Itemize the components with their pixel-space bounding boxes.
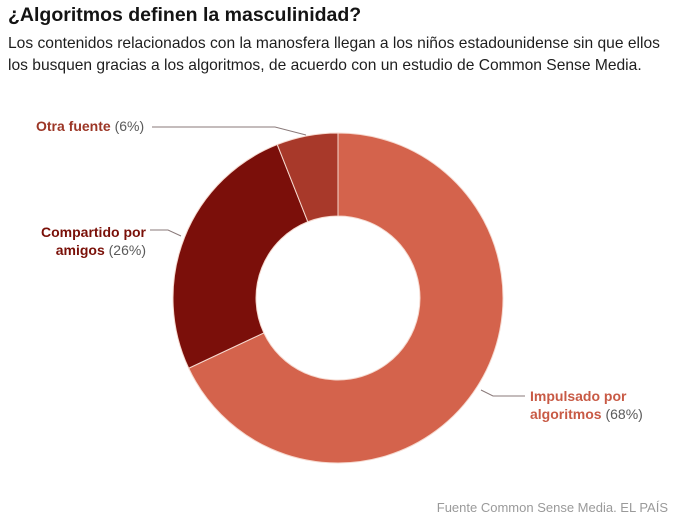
leader-line-compartido xyxy=(150,229,182,237)
label-otra-fuente: Otra fuente (6%) xyxy=(36,117,144,135)
label-impulsado-line2: algoritmos xyxy=(530,406,602,422)
label-compartido-value: (26%) xyxy=(108,242,146,258)
slice-otra-fuente xyxy=(276,132,339,223)
label-otra-fuente-name: Otra fuente xyxy=(36,118,111,134)
slice-impulsado-por-algoritmos xyxy=(188,132,504,464)
chart-subtitle: Los contenidos relacionados con la manos… xyxy=(8,35,660,74)
slice-compartido-por-amigos xyxy=(172,143,309,369)
chart-title: ¿Algoritmos definen la masculinidad? xyxy=(8,4,362,26)
leader-line-otra-fuente xyxy=(152,126,307,136)
label-compartido-line1: Compartido por xyxy=(41,224,146,240)
label-impulsado-por-algoritmos: Impulsado por algoritmos (68%) xyxy=(530,387,643,423)
leader-line-impulsado xyxy=(480,389,525,397)
leader-lines xyxy=(150,126,525,397)
label-impulsado-value: (68%) xyxy=(605,406,643,422)
donut-slices xyxy=(172,132,504,464)
source-credit: Fuente Common Sense Media. EL PAÍS xyxy=(436,500,668,515)
label-impulsado-line1: Impulsado por xyxy=(530,388,627,404)
label-compartido-por-amigos: Compartido por amigos (26%) xyxy=(41,223,146,259)
label-otra-fuente-value: (6%) xyxy=(114,118,145,134)
label-compartido-line2: amigos xyxy=(55,242,105,258)
